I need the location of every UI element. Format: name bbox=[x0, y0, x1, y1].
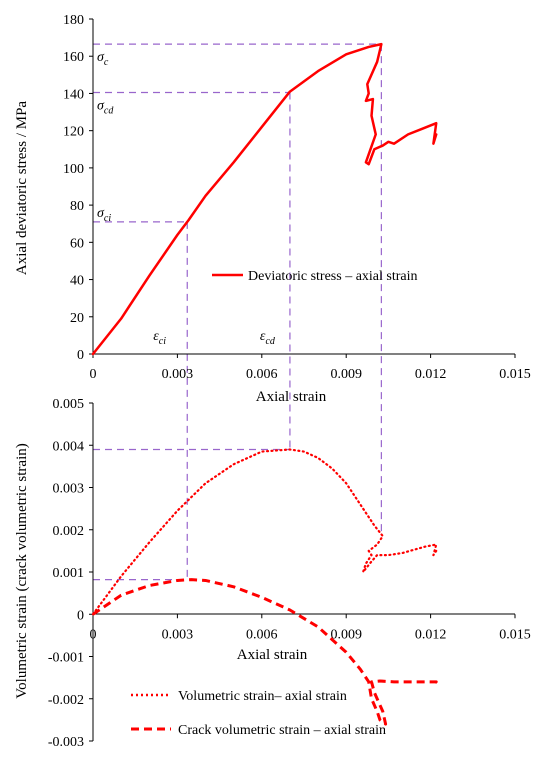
annotation-base: σ bbox=[97, 206, 105, 221]
bottom-y-tick-label: -0.003 bbox=[48, 735, 84, 750]
bottom-y-ticks: -0.003 -0.002 -0.001 0 0.001 0.002 0.003 0.004 0… bbox=[48, 397, 93, 750]
bottom-y-tick-label: 0 bbox=[77, 608, 84, 623]
top-series-0 bbox=[91, 42, 438, 356]
top-y-tick-label: 0 bbox=[77, 348, 84, 363]
annotation-label: σcd bbox=[97, 99, 114, 117]
annotation-label: σci bbox=[97, 206, 111, 224]
annotation-subscript: ci bbox=[159, 336, 166, 347]
top-y-tick-label: 20 bbox=[70, 311, 84, 326]
bottom-x-tick-label: 0.006 bbox=[246, 627, 278, 642]
bottom-y-tick-label: 0.003 bbox=[53, 482, 85, 497]
top-x-tick-label: 0.015 bbox=[499, 367, 531, 382]
top-series-lines bbox=[91, 42, 438, 356]
bottom-x-tick-label: 0.003 bbox=[162, 627, 194, 642]
top-x-tick-label: 0.012 bbox=[415, 367, 447, 382]
bottom-legend-label-crack: Crack volumetric strain – axial strain bbox=[178, 723, 386, 738]
bottom-x-tick-label: 0.015 bbox=[499, 627, 531, 642]
bottom-y-tick-label: 0.002 bbox=[53, 524, 85, 539]
annotation-base: σ bbox=[97, 99, 105, 114]
bottom-y-tick-label: 0.005 bbox=[53, 397, 85, 412]
top-axes bbox=[92, 19, 515, 355]
bottom-y-axis-title: Volumetric strain (crack volumetric stra… bbox=[14, 443, 30, 698]
volumetric-strain-chart: -0.003 -0.002 -0.001 0 0.001 0.002 0.003 0.004 0… bbox=[14, 397, 531, 750]
annotation-subscript: cd bbox=[265, 336, 275, 347]
bottom-legend: Volumetric strain– axial strain Crack vo… bbox=[131, 689, 386, 738]
top-y-tick-label: 140 bbox=[63, 87, 84, 102]
bottom-series-1 bbox=[92, 578, 438, 726]
bottom-y-tick-label: 0.001 bbox=[53, 566, 85, 581]
bottom-legend-label-volumetric: Volumetric strain– axial strain bbox=[178, 689, 347, 704]
top-x-tick-label: 0.009 bbox=[330, 367, 362, 382]
annotation-subscript: ci bbox=[104, 213, 111, 224]
top-x-tick-label: 0 bbox=[90, 367, 97, 382]
top-x-axis-title: Axial strain bbox=[256, 389, 327, 405]
annotation-label: εcd bbox=[260, 329, 276, 347]
annotation-label: εci bbox=[153, 329, 166, 347]
top-x-tick-label: 0.006 bbox=[246, 367, 278, 382]
top-y-tick-label: 100 bbox=[63, 162, 84, 177]
bottom-y-tick-label: -0.002 bbox=[48, 693, 84, 708]
top-y-tick-label: 80 bbox=[70, 199, 84, 214]
annotation-label: σc bbox=[97, 50, 109, 68]
bottom-y-tick-label: -0.001 bbox=[48, 651, 84, 666]
annotation-base: ε bbox=[260, 329, 266, 344]
bottom-x-tick-label: 0 bbox=[90, 627, 97, 642]
top-y-tick-label: 120 bbox=[63, 125, 84, 140]
top-x-tick-label: 0.003 bbox=[162, 367, 194, 382]
annotation-base: σ bbox=[97, 50, 105, 65]
annotation-base: ε bbox=[153, 329, 159, 344]
bottom-series-0 bbox=[91, 448, 438, 616]
bottom-x-tick-label: 0.009 bbox=[330, 627, 362, 642]
top-y-tick-label: 60 bbox=[70, 236, 84, 251]
top-y-ticks: 0 20 40 60 80 100 120 140 160 180 bbox=[63, 13, 93, 363]
annotation-subscript: c bbox=[104, 57, 109, 68]
top-y-tick-label: 180 bbox=[63, 13, 84, 28]
bottom-x-tick-label: 0.012 bbox=[415, 627, 447, 642]
top-guide-lines bbox=[93, 43, 382, 580]
annotation-subscript: cd bbox=[104, 106, 114, 117]
top-legend-label: Deviatoric stress – axial strain bbox=[248, 269, 418, 284]
bottom-guide-lines bbox=[93, 448, 290, 581]
top-y-tick-label: 40 bbox=[70, 274, 84, 289]
bottom-series-lines bbox=[91, 448, 438, 726]
stress-strain-chart: 0 20 40 60 80 100 120 140 160 180 0 0.003 0.006 0.00… bbox=[14, 13, 531, 580]
bottom-y-tick-label: 0.004 bbox=[53, 439, 85, 454]
top-x-ticks: 0 0.003 0.006 0.009 0.012 0.015 bbox=[90, 354, 531, 382]
top-legend: Deviatoric stress – axial strain bbox=[212, 269, 418, 284]
bottom-x-axis-title: Axial strain bbox=[237, 647, 308, 663]
top-y-tick-label: 160 bbox=[63, 50, 84, 65]
bottom-x-ticks: 0 0.003 0.006 0.009 0.012 0.015 bbox=[90, 614, 531, 642]
top-y-axis-title: Axial deviatoric stress / MPa bbox=[14, 101, 30, 275]
